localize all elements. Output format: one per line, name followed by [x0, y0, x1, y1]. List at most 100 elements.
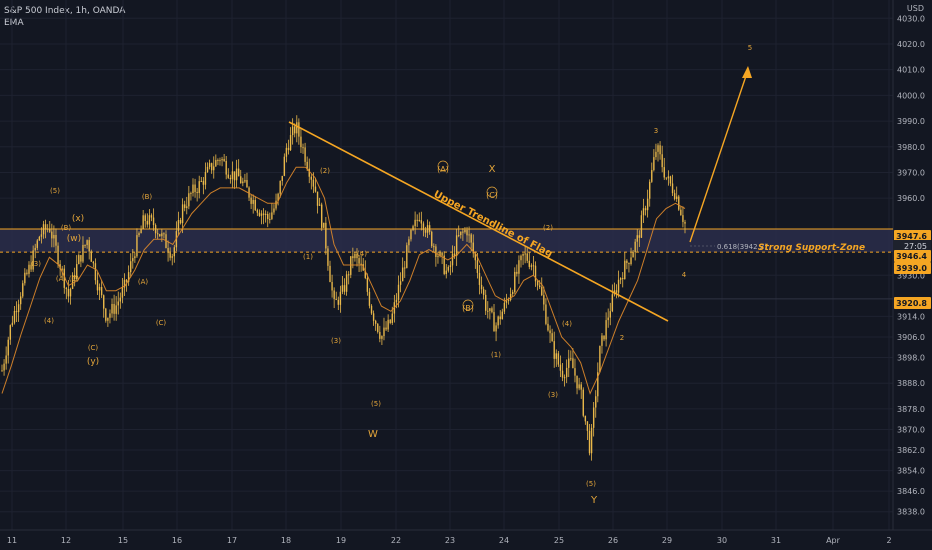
candle-body [22, 283, 24, 297]
candle-body [159, 234, 161, 237]
candle-body [32, 250, 34, 270]
candle-body [532, 265, 535, 267]
candle-body [503, 302, 506, 312]
candle-body [379, 331, 381, 339]
candle-body [225, 160, 227, 175]
price-tag-label: 3947.6 [896, 232, 927, 241]
candle-body [574, 368, 576, 376]
symbol-title[interactable]: S&P 500 Index, 1h, OANDA [4, 6, 126, 16]
wave-label: X [489, 164, 496, 175]
candle-body [188, 193, 190, 207]
candle-body [65, 287, 68, 289]
candle-body [568, 358, 570, 368]
candle-body [663, 167, 665, 178]
candle-body [416, 219, 418, 221]
candle-body [69, 288, 72, 297]
candle-body [578, 384, 580, 389]
candle-body [142, 215, 144, 229]
y-tick-label: 3870.0 [897, 425, 925, 434]
candle-body [252, 199, 254, 204]
candle-body [368, 291, 371, 306]
candle-body [105, 308, 107, 321]
candle-body [520, 255, 522, 261]
candle-body [451, 253, 454, 266]
wave-label: (5) [50, 187, 60, 195]
candle-body [478, 272, 481, 285]
candle-body [192, 184, 194, 194]
candle-body [167, 248, 169, 253]
wave-label: (A) [138, 278, 149, 286]
candle-body [499, 316, 501, 320]
candle-body [624, 260, 626, 280]
candle-body [412, 226, 414, 230]
indicator-label[interactable]: EMA [4, 18, 24, 28]
candle-body [387, 319, 389, 330]
candle-body [19, 296, 22, 305]
candle-body [389, 319, 391, 323]
candle-body [377, 323, 379, 332]
candle-body [44, 224, 47, 230]
candle-body [424, 230, 427, 233]
price-tag [894, 230, 931, 242]
wave-label: (4) [44, 317, 54, 325]
candle-body [242, 181, 244, 184]
candle-body [296, 122, 298, 134]
candle-body [304, 147, 306, 162]
candle-body [310, 176, 313, 180]
candle-body [609, 311, 611, 318]
wave-label: (A) [56, 275, 67, 283]
candle-body [601, 335, 603, 346]
candle-body [541, 287, 543, 296]
candle-body [395, 299, 398, 303]
candle-body [314, 186, 317, 192]
candle-body [82, 244, 84, 262]
x-tick-label: 31 [771, 536, 781, 545]
x-tick-label: 16 [172, 536, 182, 545]
candle-body [657, 145, 659, 152]
candle-body [115, 305, 117, 314]
candle-body [28, 264, 30, 274]
candle-body [611, 294, 614, 312]
candle-body [289, 135, 292, 151]
support-zone-label: Strong Support-Zone [758, 243, 865, 253]
candle-body [78, 255, 80, 265]
candle-body [173, 247, 176, 257]
candle-body [273, 208, 275, 213]
candle-body [582, 389, 584, 416]
y-tick-label: 3970.0 [897, 168, 925, 177]
candle-body [449, 265, 452, 267]
candle-body [331, 281, 333, 291]
candle-body [522, 253, 524, 256]
wave-label: 4 [682, 271, 687, 279]
candle-body [231, 171, 234, 180]
candle-body [318, 204, 321, 206]
candle-body [555, 353, 557, 359]
candle-body [279, 180, 281, 194]
candle-body [76, 264, 78, 280]
wave-label: 2 [620, 334, 624, 342]
candle-body [665, 177, 668, 179]
candle-body [194, 184, 196, 192]
x-tick-label: 12 [61, 536, 71, 545]
wave-label: (C) [69, 275, 80, 283]
candle-body [406, 245, 408, 268]
candle-body [410, 229, 412, 240]
candle-body [661, 154, 663, 168]
candle-body [298, 122, 300, 137]
wave-label: (5) [586, 480, 596, 488]
candle-body [154, 225, 157, 234]
candle-body [258, 212, 261, 216]
candle-body [572, 358, 574, 369]
y-tick-label: 3990.0 [897, 117, 925, 126]
candle-body [202, 180, 205, 185]
candle-body [291, 126, 294, 136]
wave-label: (2) [320, 167, 330, 175]
x-tick-label: 22 [391, 536, 401, 545]
projection-arrow [689, 69, 749, 243]
arrow-head [742, 66, 752, 78]
wave-label: (B) [462, 304, 474, 313]
candle-body [183, 204, 186, 208]
candle-body [335, 298, 337, 300]
candle-body [435, 246, 437, 258]
